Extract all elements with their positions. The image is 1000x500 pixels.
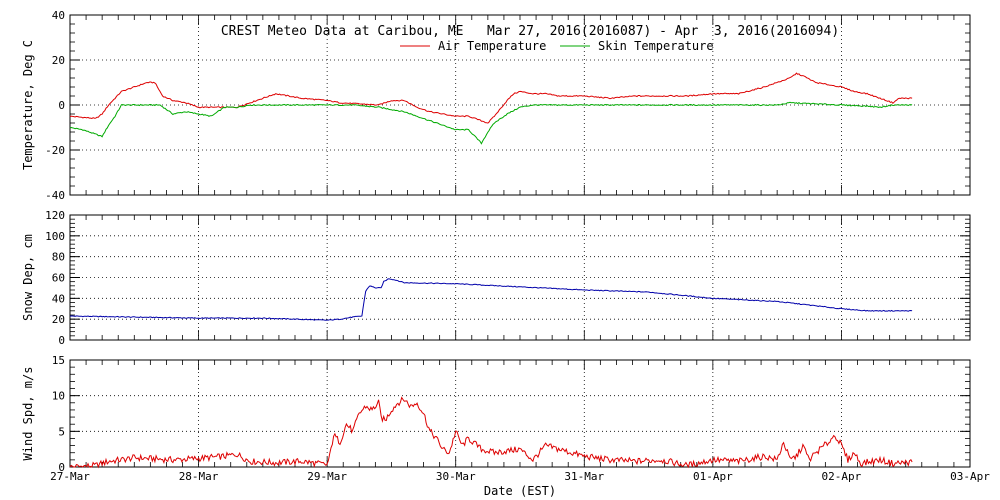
series-line-air-temperature <box>69 72 913 124</box>
x-tick-label: 30-Mar <box>436 470 476 483</box>
y-tick-label: 100 <box>45 230 65 243</box>
y-tick-label: 5 <box>58 425 65 438</box>
y-tick-label: 0 <box>58 334 65 347</box>
y-tick-label: 20 <box>52 54 65 67</box>
panels: -40 -20 0 20 40 Temperature, Deg C Air Tempera… <box>21 9 971 474</box>
series-line-panel-3 <box>69 396 913 469</box>
y-tick-label: 10 <box>52 390 65 403</box>
panel-2: 0 20 40 60 80 100 120 Snow Dep, cm <box>21 209 971 347</box>
y-tick-label: -40 <box>45 189 65 202</box>
legend-label: Air Temperature <box>438 39 546 53</box>
x-tick-label: 28-Mar <box>179 470 219 483</box>
panel-3: 0 5 10 15 Wind Spd, m/s <box>21 354 971 474</box>
legend-label: Skin Temperature <box>598 39 714 53</box>
y-tick-label: 40 <box>52 9 65 22</box>
y-tick-label: 40 <box>52 292 65 305</box>
y-tick-label: 0 <box>58 99 65 112</box>
x-tick-label: 27-Mar <box>50 470 90 483</box>
y-tick-label: 120 <box>45 209 65 222</box>
y-tick-label: -20 <box>45 144 65 157</box>
plot-frame <box>69 14 971 196</box>
plot-frame <box>69 214 971 341</box>
x-tick-label: 02-Apr <box>822 470 862 483</box>
y-tick-label: 15 <box>52 354 65 367</box>
chart-title: CREST Meteo Data at Caribou, ME Mar 27, … <box>221 24 839 39</box>
x-tick-label: 31-Mar <box>564 470 604 483</box>
x-tick-label: 01-Apr <box>693 470 733 483</box>
x-tick-label: 29-Mar <box>307 470 347 483</box>
y-tick-label: 20 <box>52 313 65 326</box>
y-tick-label: 0 <box>58 461 65 474</box>
x-axis: 27-Mar 28-Mar 29-Mar 30-Mar 31-Mar 01-Apr 02-A… <box>50 470 990 483</box>
y-axis-label: Wind Spd, m/s <box>21 367 35 461</box>
series-line-skin-temperature <box>69 101 913 145</box>
y-axis-label: Snow Dep, cm <box>21 234 35 321</box>
plot-frame <box>69 359 971 468</box>
y-tick-label: 80 <box>52 251 65 264</box>
panel-1: -40 -20 0 20 40 Temperature, Deg C Air Tempera… <box>21 9 971 202</box>
series-line-panel-2 <box>69 278 913 321</box>
x-axis-label: Date (EST) <box>484 484 556 498</box>
y-tick-label: 60 <box>52 272 65 285</box>
x-tick-label: 03-Apr <box>950 470 990 483</box>
y-axis-label: Temperature, Deg C <box>21 40 35 170</box>
legend: Air Temperature Skin Temperature <box>400 39 714 53</box>
